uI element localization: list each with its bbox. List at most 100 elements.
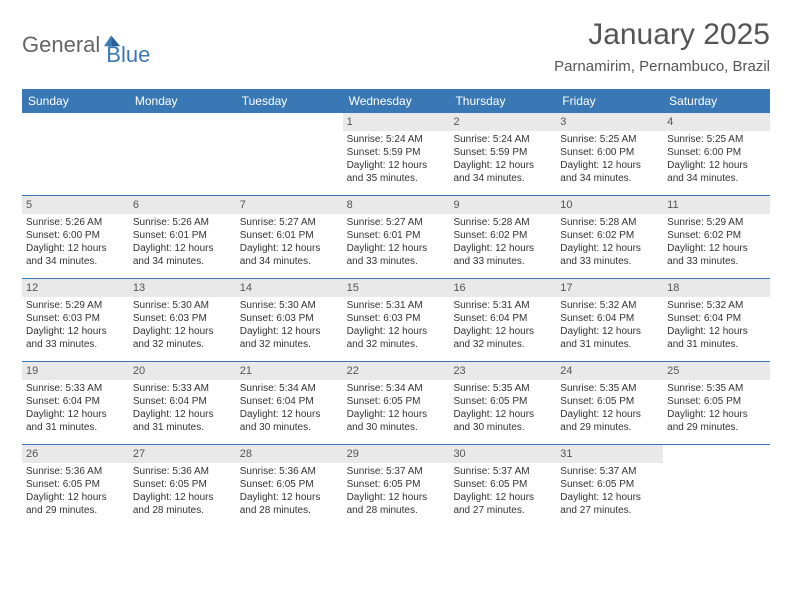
daylight2-text: and 31 minutes. [667, 338, 766, 351]
daylight2-text: and 32 minutes. [133, 338, 232, 351]
daylight2-text: and 32 minutes. [347, 338, 446, 351]
daylight1-text: Daylight: 12 hours [240, 491, 339, 504]
daylight2-text: and 33 minutes. [667, 255, 766, 268]
sunset-text: Sunset: 6:03 PM [133, 312, 232, 325]
sunset-text: Sunset: 6:01 PM [347, 229, 446, 242]
daylight1-text: Daylight: 12 hours [133, 491, 232, 504]
sunset-text: Sunset: 6:05 PM [560, 478, 659, 491]
date-number: 14 [236, 279, 343, 297]
sunset-text: Sunset: 6:05 PM [133, 478, 232, 491]
daylight2-text: and 27 minutes. [453, 504, 552, 517]
sunrise-text: Sunrise: 5:29 AM [26, 299, 125, 312]
sunrise-text: Sunrise: 5:25 AM [667, 133, 766, 146]
daylight2-text: and 34 minutes. [560, 172, 659, 185]
day-header-wednesday: Wednesday [343, 89, 450, 113]
daylight1-text: Daylight: 12 hours [347, 159, 446, 172]
sunrise-text: Sunrise: 5:30 AM [133, 299, 232, 312]
date-number: 13 [129, 279, 236, 297]
calendar-cell: 21Sunrise: 5:34 AMSunset: 6:04 PMDayligh… [236, 362, 343, 444]
sunset-text: Sunset: 6:00 PM [667, 146, 766, 159]
date-number: 30 [449, 445, 556, 463]
calendar-cell: 15Sunrise: 5:31 AMSunset: 6:03 PMDayligh… [343, 279, 450, 361]
date-number: 12 [22, 279, 129, 297]
week-row: 19Sunrise: 5:33 AMSunset: 6:04 PMDayligh… [22, 362, 770, 445]
date-number: 1 [343, 113, 450, 131]
calendar-page: General Blue January 2025 Parnamirim, Pe… [0, 0, 792, 612]
brand-logo: General Blue [22, 18, 150, 68]
calendar-cell: 20Sunrise: 5:33 AMSunset: 6:04 PMDayligh… [129, 362, 236, 444]
sunrise-text: Sunrise: 5:30 AM [240, 299, 339, 312]
sunset-text: Sunset: 6:04 PM [560, 312, 659, 325]
header-row: General Blue January 2025 Parnamirim, Pe… [22, 18, 770, 75]
daylight1-text: Daylight: 12 hours [133, 325, 232, 338]
sunrise-text: Sunrise: 5:34 AM [347, 382, 446, 395]
sunset-text: Sunset: 6:05 PM [560, 395, 659, 408]
daylight1-text: Daylight: 12 hours [560, 408, 659, 421]
daylight2-text: and 35 minutes. [347, 172, 446, 185]
date-number: 25 [663, 362, 770, 380]
calendar-cell: 30Sunrise: 5:37 AMSunset: 6:05 PMDayligh… [449, 445, 556, 527]
daylight2-text: and 28 minutes. [240, 504, 339, 517]
date-number: 10 [556, 196, 663, 214]
sunrise-text: Sunrise: 5:37 AM [347, 465, 446, 478]
daylight1-text: Daylight: 12 hours [26, 408, 125, 421]
daylight2-text: and 33 minutes. [453, 255, 552, 268]
date-number: 23 [449, 362, 556, 380]
date-number: 29 [343, 445, 450, 463]
sunset-text: Sunset: 6:05 PM [667, 395, 766, 408]
daylight2-text: and 32 minutes. [240, 338, 339, 351]
brand-text-general: General [22, 32, 100, 58]
title-location: Parnamirim, Pernambuco, Brazil [554, 58, 770, 75]
date-number: 7 [236, 196, 343, 214]
calendar-cell: 1Sunrise: 5:24 AMSunset: 5:59 PMDaylight… [343, 113, 450, 195]
daylight1-text: Daylight: 12 hours [26, 242, 125, 255]
daylight1-text: Daylight: 12 hours [560, 491, 659, 504]
daylight1-text: Daylight: 12 hours [133, 242, 232, 255]
calendar-grid: Sunday Monday Tuesday Wednesday Thursday… [22, 89, 770, 527]
date-number: 17 [556, 279, 663, 297]
daylight2-text: and 33 minutes. [347, 255, 446, 268]
daylight1-text: Daylight: 12 hours [347, 325, 446, 338]
date-number: 4 [663, 113, 770, 131]
date-number: 9 [449, 196, 556, 214]
daylight1-text: Daylight: 12 hours [560, 325, 659, 338]
date-number: 6 [129, 196, 236, 214]
sunset-text: Sunset: 5:59 PM [453, 146, 552, 159]
sunset-text: Sunset: 6:02 PM [560, 229, 659, 242]
sunrise-text: Sunrise: 5:35 AM [667, 382, 766, 395]
sunset-text: Sunset: 6:01 PM [133, 229, 232, 242]
sunrise-text: Sunrise: 5:33 AM [133, 382, 232, 395]
daylight1-text: Daylight: 12 hours [667, 408, 766, 421]
daylight1-text: Daylight: 12 hours [453, 325, 552, 338]
sunset-text: Sunset: 6:05 PM [26, 478, 125, 491]
calendar-cell: 25 Sunrise: 5:35 AMSunset: 6:05 PMDayligh… [663, 362, 770, 444]
sunrise-text: Sunrise: 5:24 AM [453, 133, 552, 146]
sunrise-text: Sunrise: 5:31 AM [453, 299, 552, 312]
sunset-text: Sunset: 6:02 PM [667, 229, 766, 242]
sunrise-text: Sunrise: 5:35 AM [560, 382, 659, 395]
sunrise-text: Sunrise: 5:27 AM [240, 216, 339, 229]
sunrise-text: Sunrise: 5:32 AM [560, 299, 659, 312]
calendar-cell: 6Sunrise: 5:26 AMSunset: 6:01 PMDaylight… [129, 196, 236, 278]
sunrise-text: Sunrise: 5:36 AM [240, 465, 339, 478]
daylight1-text: Daylight: 12 hours [453, 159, 552, 172]
sunset-text: Sunset: 6:05 PM [453, 478, 552, 491]
daylight1-text: Daylight: 12 hours [453, 408, 552, 421]
daylight1-text: Daylight: 12 hours [560, 159, 659, 172]
week-row: 12Sunrise: 5:29 AMSunset: 6:03 PMDayligh… [22, 279, 770, 362]
date-number: 18 [663, 279, 770, 297]
calendar-cell: 3Sunrise: 5:25 AMSunset: 6:00 PMDaylight… [556, 113, 663, 195]
week-row: 5Sunrise: 5:26 AMSunset: 6:00 PMDaylight… [22, 196, 770, 279]
daylight1-text: Daylight: 12 hours [667, 159, 766, 172]
sunset-text: Sunset: 6:05 PM [240, 478, 339, 491]
sunrise-text: Sunrise: 5:32 AM [667, 299, 766, 312]
daylight2-text: and 31 minutes. [26, 421, 125, 434]
date-number: 20 [129, 362, 236, 380]
calendar-cell-blank [129, 113, 236, 195]
calendar-cell: 16Sunrise: 5:31 AMSunset: 6:04 PMDayligh… [449, 279, 556, 361]
date-number: 22 [343, 362, 450, 380]
sunrise-text: Sunrise: 5:35 AM [453, 382, 552, 395]
calendar-cell: 24Sunrise: 5:35 AMSunset: 6:05 PMDayligh… [556, 362, 663, 444]
sunset-text: Sunset: 6:04 PM [26, 395, 125, 408]
daylight1-text: Daylight: 12 hours [133, 408, 232, 421]
